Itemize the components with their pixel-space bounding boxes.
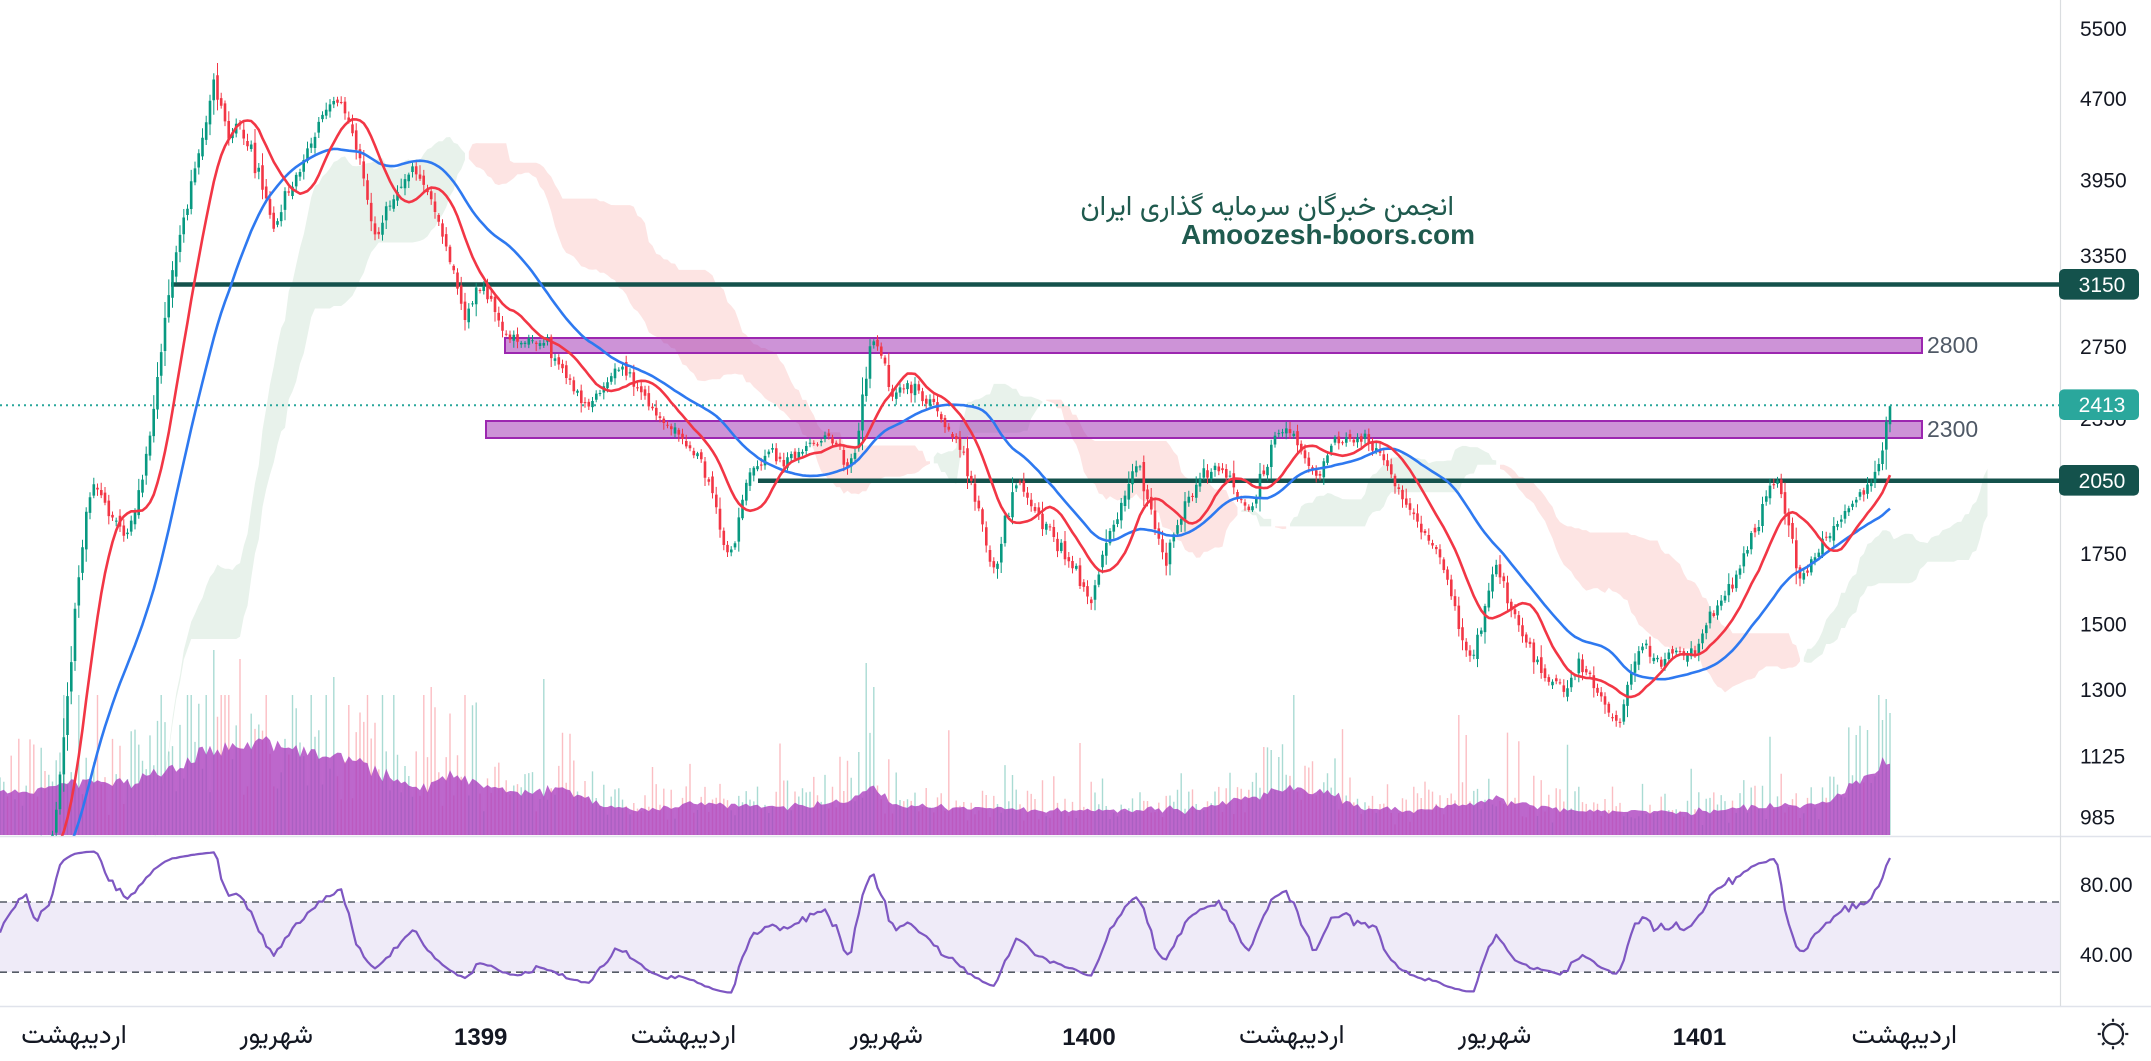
svg-text:3950: 3950 xyxy=(2080,169,2127,192)
svg-text:1400: 1400 xyxy=(1062,1024,1115,1051)
svg-text:Amoozesh-boors.com: Amoozesh-boors.com xyxy=(1181,219,1475,250)
svg-text:5500: 5500 xyxy=(2080,18,2127,41)
svg-text:2413: 2413 xyxy=(2079,394,2126,417)
svg-text:2300: 2300 xyxy=(1927,416,1978,442)
svg-text:2050: 2050 xyxy=(2079,470,2126,493)
svg-text:2750: 2750 xyxy=(2080,336,2127,359)
svg-text:2800: 2800 xyxy=(1927,332,1978,358)
svg-text:985: 985 xyxy=(2080,807,2115,830)
svg-text:80.00: 80.00 xyxy=(2080,874,2133,897)
svg-text:1750: 1750 xyxy=(2080,543,2127,566)
svg-text:40.00: 40.00 xyxy=(2080,944,2133,967)
svg-text:1300: 1300 xyxy=(2080,679,2127,702)
svg-text:3150: 3150 xyxy=(2079,274,2126,297)
svg-text:3350: 3350 xyxy=(2080,245,2127,268)
svg-text:1399: 1399 xyxy=(454,1024,507,1051)
svg-text:1500: 1500 xyxy=(2080,614,2127,637)
svg-text:1401: 1401 xyxy=(1673,1024,1726,1051)
svg-text:4700: 4700 xyxy=(2080,88,2127,111)
svg-text:1125: 1125 xyxy=(2080,745,2125,768)
